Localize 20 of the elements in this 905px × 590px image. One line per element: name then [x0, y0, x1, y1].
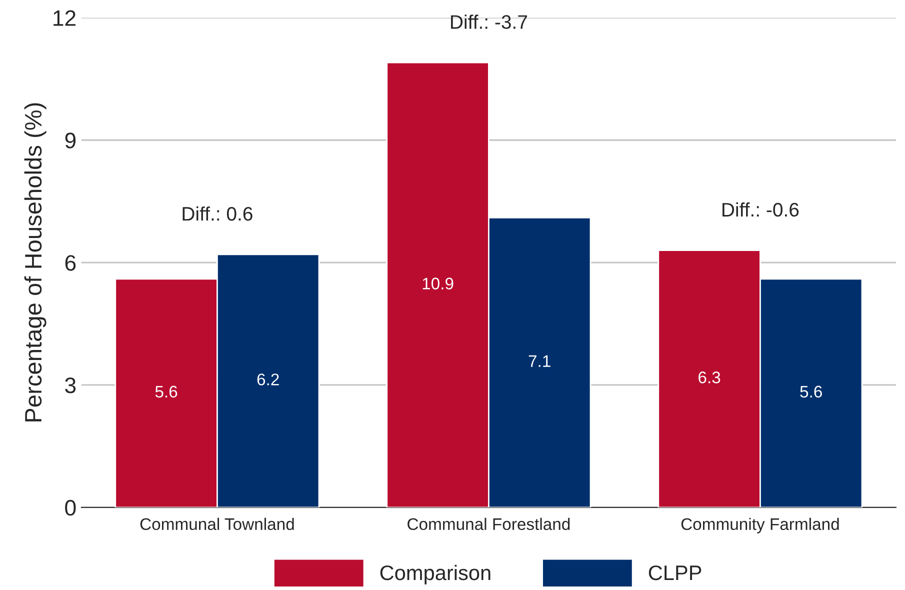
- y-tick-label: 9: [65, 132, 76, 148]
- data-label: 5.6: [155, 386, 178, 398]
- data-label: 5.6: [800, 386, 822, 398]
- x-tick-label: Communal Townland: [140, 518, 294, 530]
- legend-label: Comparison: [380, 564, 490, 584]
- legend-label: CLPP: [648, 565, 702, 580]
- y-axis-title: Percentage of Households (%): [24, 103, 46, 422]
- annotation: Diff.: 0.6: [182, 206, 252, 221]
- y-tick-label: 0: [65, 500, 76, 516]
- annotation: Diff.: -0.6: [722, 202, 799, 217]
- x-tick-label: Communal Forestland: [408, 518, 570, 530]
- data-label: 6.3: [698, 372, 720, 384]
- y-tick-label: 3: [65, 378, 76, 394]
- x-tick-label: Community Farmland: [681, 518, 839, 534]
- data-label: 10.9: [422, 278, 454, 290]
- data-label: 7.1: [528, 355, 550, 367]
- data-label: 6.2: [257, 374, 279, 386]
- y-tick-label: 6: [65, 255, 76, 271]
- annotation: Diff.: -3.7: [451, 14, 527, 29]
- y-tick-label: 12: [54, 10, 76, 26]
